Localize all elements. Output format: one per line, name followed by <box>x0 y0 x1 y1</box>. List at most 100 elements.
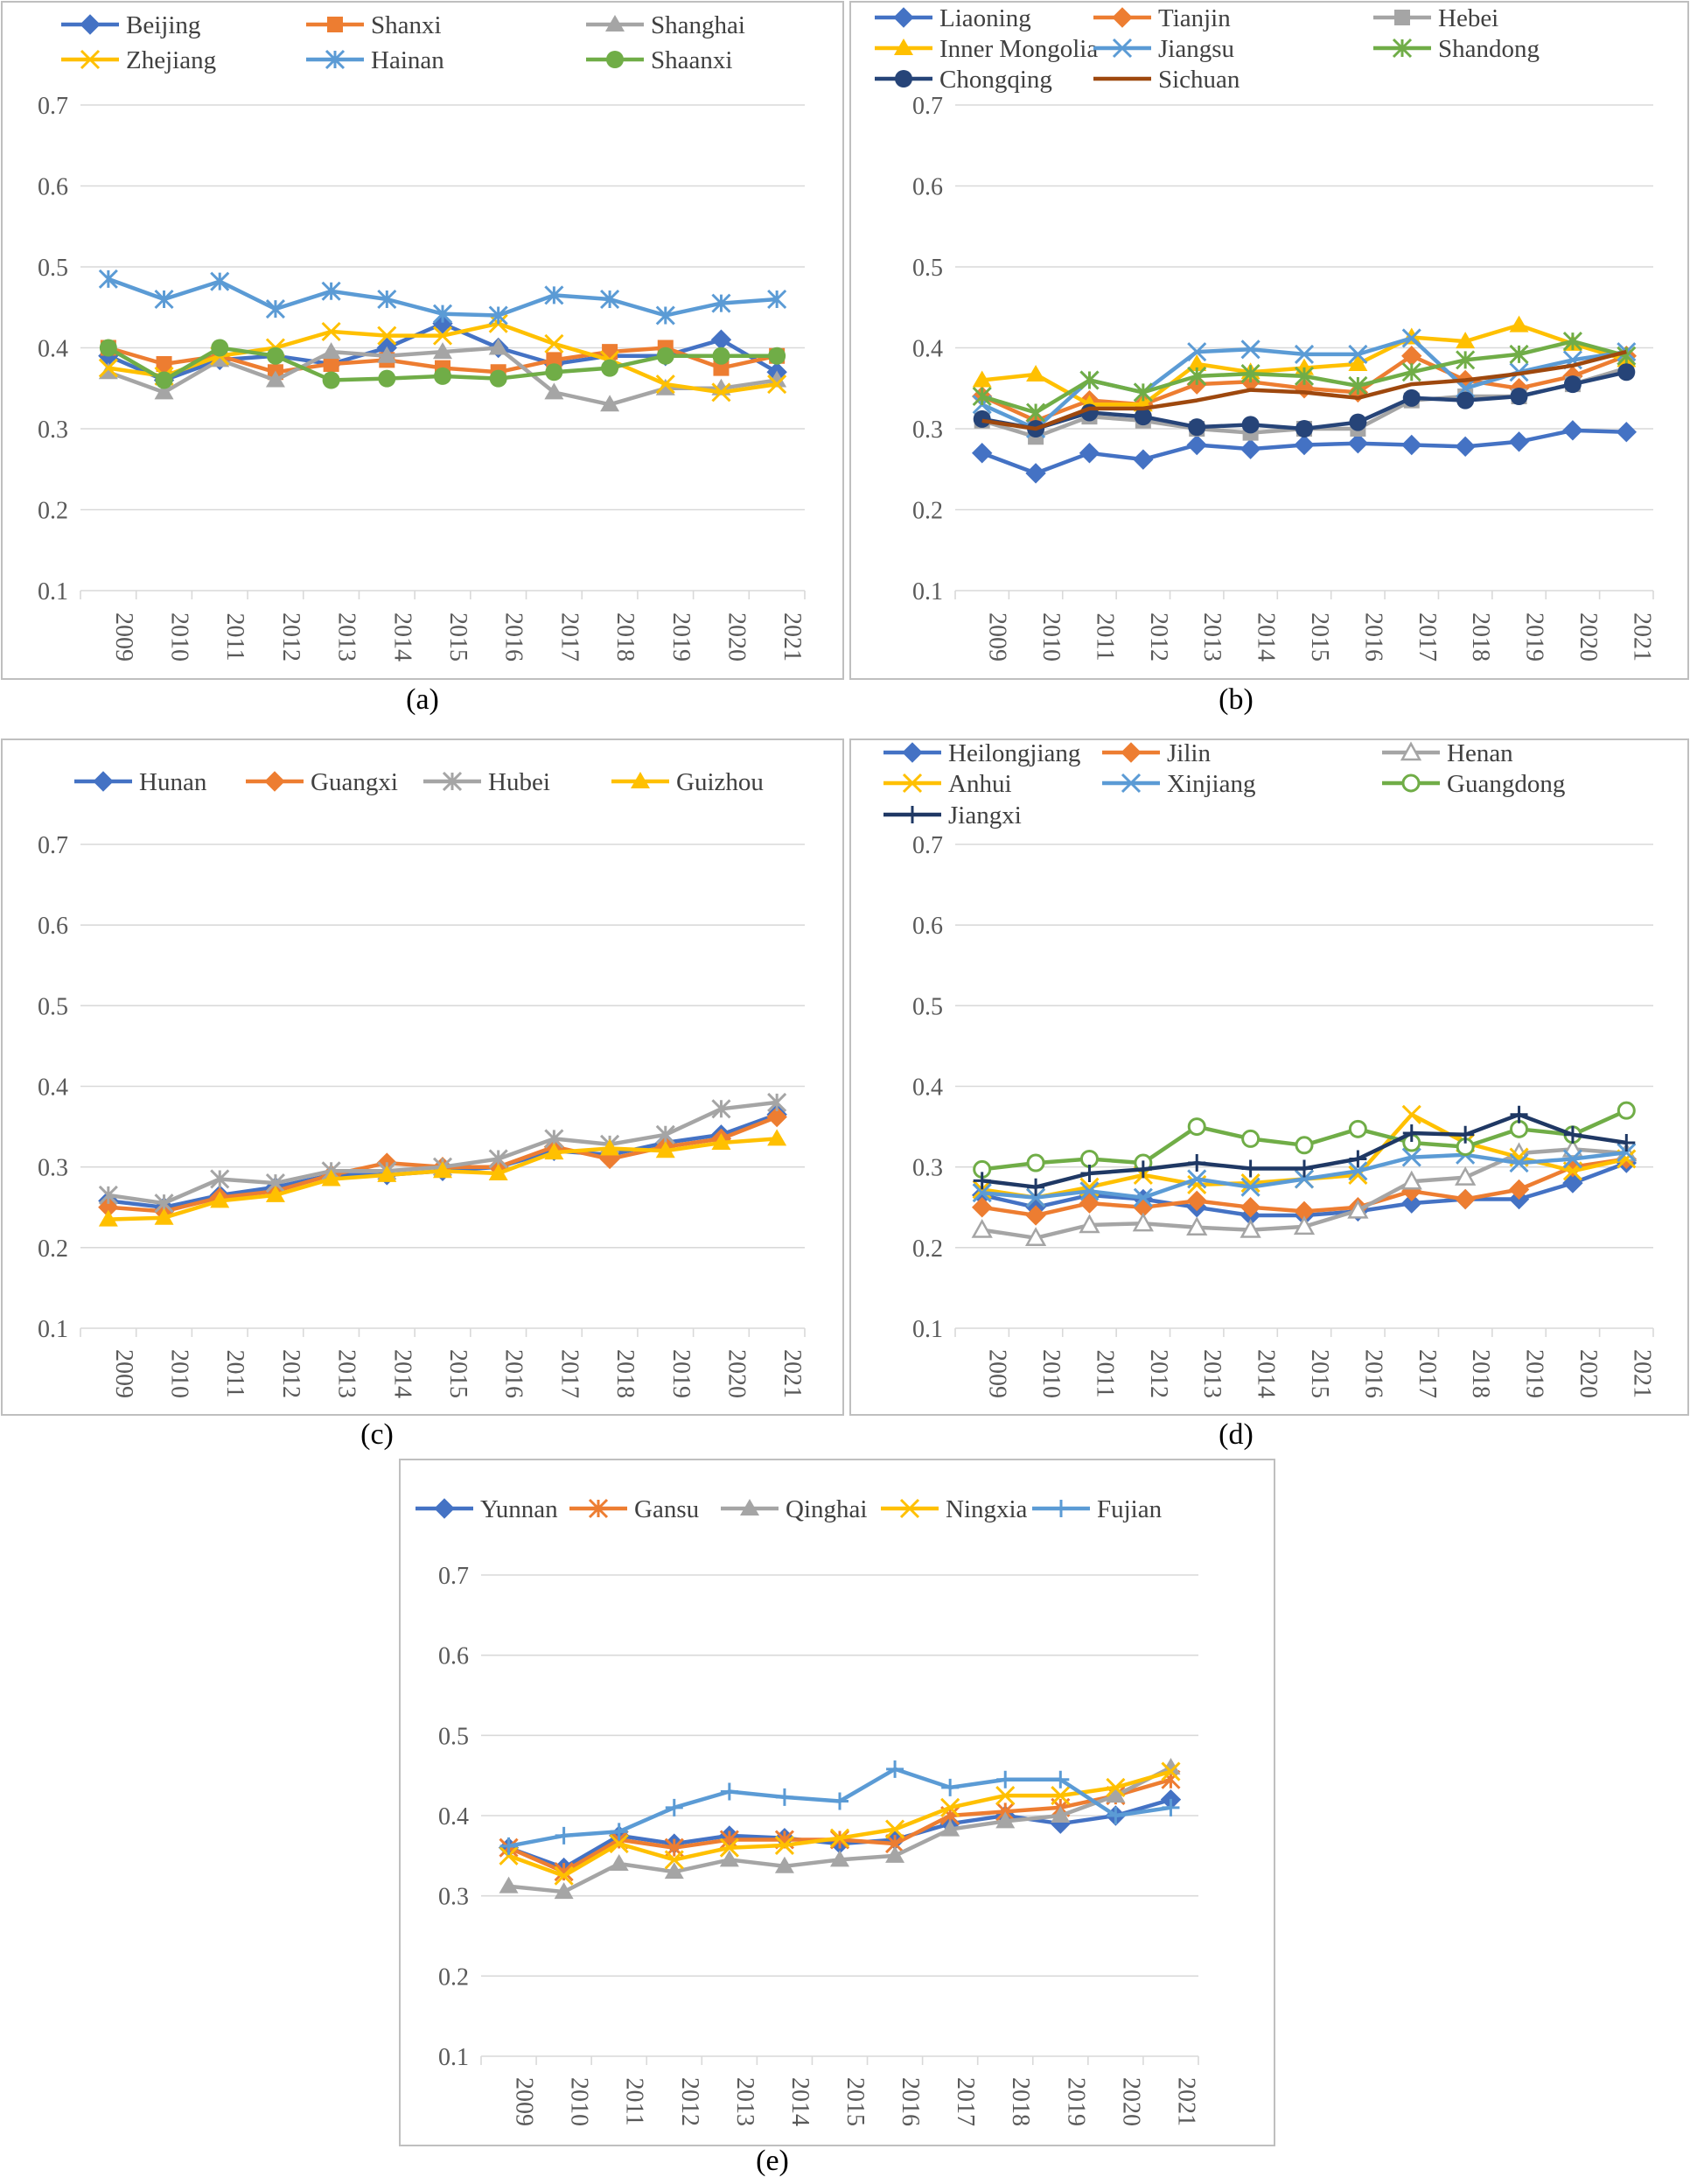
legend-item: Hebei <box>1373 4 1498 32</box>
data-point <box>719 1850 739 1867</box>
data-point <box>1401 328 1421 348</box>
data-point <box>1241 416 1260 434</box>
legend-marker <box>895 70 912 88</box>
x-tick-label: 2019 <box>1521 612 1548 662</box>
data-point <box>378 369 396 388</box>
panel-caption: (d) <box>1219 1418 1254 1451</box>
data-point <box>1508 431 1530 452</box>
legend-item: Liaoning <box>875 4 1031 32</box>
legend-marker <box>1052 1500 1070 1517</box>
data-point <box>322 371 340 389</box>
x-tick-label: 2017 <box>952 2077 979 2126</box>
legend-item: Hubei <box>423 768 550 796</box>
panel-caption: (a) <box>406 683 439 716</box>
chart-c: 0.1 0.2 0.3 0.4 0.5 0.6 0.7 2009 2010 2011 2012 201… <box>1 738 844 1451</box>
data-point <box>711 293 731 313</box>
data-point <box>600 395 620 412</box>
data-point <box>1240 1173 1261 1194</box>
data-point <box>1134 1160 1152 1179</box>
data-point <box>1294 1169 1315 1189</box>
data-point <box>1240 1177 1261 1197</box>
data-point <box>885 1845 905 1863</box>
x-tick-label: 2018 <box>1467 1349 1494 1398</box>
legend-label: Jiangxi <box>948 802 1022 830</box>
data-point <box>600 289 620 310</box>
x-tick-label: 2012 <box>676 2077 703 2126</box>
panel-caption: (c) <box>360 1418 394 1451</box>
series-liaoning <box>971 420 1638 484</box>
legend: Liaoning Tianjin Hebei Inner Mongolia Jiangs… <box>875 4 1540 94</box>
data-point <box>1455 1166 1477 1186</box>
legend-item: Shandong <box>1373 35 1540 63</box>
data-point <box>154 1208 174 1225</box>
series-guizhou <box>98 1129 787 1227</box>
series-line <box>981 349 1627 431</box>
legend-item: Zhejiang <box>61 46 216 74</box>
data-point <box>1024 1227 1047 1247</box>
data-point <box>1051 1806 1071 1823</box>
legend-label: Fujian <box>1097 1495 1163 1523</box>
data-point <box>432 326 453 346</box>
x-tick-label: 2021 <box>779 1349 806 1398</box>
y-tick-label: 0.5 <box>438 1723 469 1750</box>
legend-label: Zhejiang <box>126 46 216 74</box>
data-point <box>1051 1786 1071 1806</box>
y-tick-label: 0.5 <box>912 993 943 1020</box>
series-xinjiang <box>972 1143 1637 1208</box>
data-point <box>1026 1187 1046 1208</box>
data-point <box>829 1828 850 1848</box>
x-tick-label: 2018 <box>611 612 639 662</box>
legend-marker <box>894 38 913 55</box>
legend-item: Shaanxi <box>586 46 732 74</box>
data-point <box>1455 436 1476 458</box>
data-point <box>1186 1190 1207 1212</box>
chart-frame <box>399 1459 1275 2146</box>
chart-frame <box>1 738 844 1416</box>
legend-marker <box>93 771 114 792</box>
data-point <box>1347 1199 1369 1219</box>
data-point <box>1025 1205 1046 1226</box>
data-point <box>711 382 731 402</box>
data-point <box>972 370 992 388</box>
y-tick-label: 0.6 <box>438 1643 469 1670</box>
data-point <box>1400 1170 1422 1190</box>
data-point <box>1616 421 1638 443</box>
x-tick-label: 2011 <box>1091 613 1118 662</box>
y-tick-label: 0.3 <box>912 416 943 444</box>
data-point <box>664 1862 684 1880</box>
legend-label: Shanghai <box>651 11 745 39</box>
legend-item: Beijing <box>61 11 200 39</box>
data-point <box>600 1138 620 1156</box>
x-tick-label: 2015 <box>842 2077 869 2126</box>
legend-label: Hubei <box>488 768 550 796</box>
legend-label: Shanxi <box>371 11 442 39</box>
data-point <box>1401 1104 1421 1124</box>
data-point <box>973 410 991 428</box>
legend: Hunan Guangxi Hubei Guizhou <box>74 768 764 796</box>
data-point <box>712 346 730 365</box>
legend-marker <box>434 1498 455 1519</box>
data-point <box>830 1850 849 1867</box>
data-point <box>1133 449 1154 470</box>
data-point <box>155 371 173 389</box>
panel-caption: (b) <box>1219 683 1254 716</box>
series-shanghai <box>98 338 787 412</box>
legend-marker <box>1112 38 1133 59</box>
y-tick-label: 0.3 <box>38 416 68 444</box>
legend-item: Guangxi <box>246 768 398 796</box>
legend-label: Shaanxi <box>651 46 732 74</box>
legend-item: Hainan <box>306 46 444 74</box>
y-tick-label: 0.6 <box>38 913 68 940</box>
legend-item: Tianjin <box>1093 4 1231 32</box>
y-tick-label: 0.1 <box>912 1316 943 1343</box>
data-point <box>1402 388 1421 407</box>
x-tick-label: 2012 <box>277 612 304 662</box>
legend-marker <box>606 51 624 68</box>
legend-item: Xinjiang <box>1102 770 1256 798</box>
data-point <box>973 1172 991 1190</box>
data-point <box>1188 1154 1206 1172</box>
data-point <box>1348 1119 1367 1138</box>
data-point <box>1026 365 1046 382</box>
data-point <box>940 1819 960 1837</box>
x-tick-label: 2012 <box>1145 612 1172 662</box>
